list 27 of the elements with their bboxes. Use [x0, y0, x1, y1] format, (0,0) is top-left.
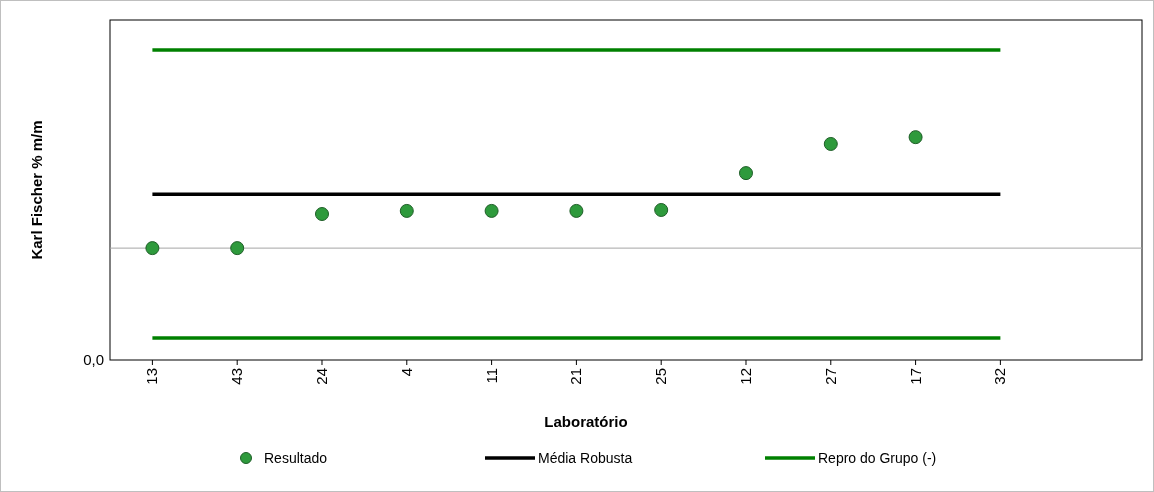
point — [569, 203, 584, 218]
x-tick-label: 43 — [228, 368, 246, 385]
point — [145, 241, 160, 256]
point — [738, 166, 753, 181]
legend-label: Média Robusta — [538, 450, 633, 466]
text: 0,0 — [83, 351, 104, 368]
point — [654, 202, 669, 217]
point — [315, 207, 329, 222]
point — [399, 203, 414, 218]
point — [230, 241, 245, 256]
point — [908, 130, 923, 145]
point — [823, 136, 838, 151]
x-tick-label: 13 — [143, 368, 161, 385]
x-tick-label: 32 — [991, 368, 1009, 385]
x-tick-label: 12 — [736, 368, 754, 385]
x-tick-label: 11 — [482, 368, 500, 384]
point — [484, 203, 499, 218]
legend-label: Repro do Grupo (-) — [818, 450, 937, 466]
x-tick-label: 4 — [397, 368, 415, 377]
legend-label: Resultado — [264, 450, 328, 466]
x-tick-label: 21 — [567, 368, 585, 385]
x-axis-title: Laboratório — [544, 413, 628, 430]
x-tick-label: 25 — [652, 368, 670, 385]
x-tick-label: 17 — [906, 368, 924, 385]
x-tick-label: 27 — [821, 368, 839, 385]
x-tick-label: 24 — [313, 368, 330, 385]
y-axis-title: Karl Fischer % m/m — [28, 120, 45, 260]
